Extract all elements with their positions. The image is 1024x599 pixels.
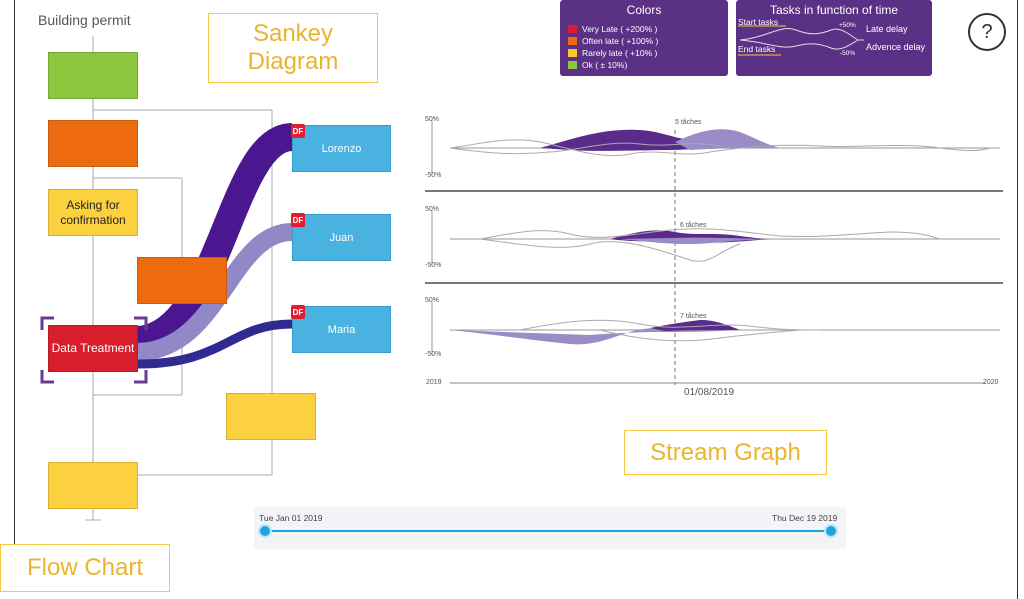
time-range-slider[interactable]: Tue Jan 01 2019 Thu Dec 19 2019 (254, 507, 846, 549)
axis-start-label: 2019 (426, 379, 442, 386)
right-frame-line (1017, 0, 1018, 599)
time-legend: Tasks in function of time Start tasks En… (736, 0, 932, 76)
rarely-late-swatch (568, 49, 577, 57)
slider-end-label: Thu Dec 19 2019 (772, 513, 838, 523)
sankey-diagram-callout: Sankey Diagram (208, 13, 378, 83)
stream-panel-2 (431, 210, 1000, 265)
advance-delay-label: Advence delay (866, 42, 926, 52)
selection-brackets (40, 316, 148, 384)
stream-panel-1 (431, 120, 1000, 175)
flow-node-orange-2[interactable] (137, 257, 227, 304)
panel-3-bottom-label: -50% (425, 351, 442, 358)
flow-chart-title: Building permit (38, 12, 131, 28)
legend-item-ok: Ok ( ± 10%) (568, 60, 627, 70)
stream-graph-callout: Stream Graph (624, 430, 827, 475)
left-frame-line (14, 0, 15, 552)
stream-graph (425, 120, 1003, 385)
sankey-flow-lorenzo (135, 123, 295, 354)
slider-track (265, 530, 831, 532)
end-tasks-label: End tasks (738, 44, 776, 54)
sankey-flow-maria (137, 319, 293, 369)
start-tasks-label: Start tasks (738, 17, 779, 27)
stream-area-dark-3 (650, 320, 740, 331)
slider-start-label: Tue Jan 01 2019 (259, 513, 323, 523)
time-legend-diagram (738, 25, 864, 56)
legend-item-often-late: Often late ( +100% ) (568, 36, 658, 46)
stream-area-light-2 (620, 237, 765, 245)
axis-end-label: 2020 (983, 379, 999, 386)
df-badge-lorenzo: DF (291, 124, 305, 138)
colors-legend-title: Colors (626, 3, 662, 17)
panel-1-bottom-label: -50% (425, 172, 442, 179)
minus-fifty-label: -50% (840, 50, 856, 57)
flow-node-data-treatment[interactable]: Data Treatment (48, 325, 138, 372)
panel-1-annotation: 5 tâches (675, 119, 702, 126)
time-legend-title: Tasks in function of time (769, 3, 899, 17)
panel-2-bottom-label: -50% (425, 262, 442, 269)
flow-node-yellow-3[interactable] (48, 462, 138, 509)
often-late-swatch (568, 37, 577, 45)
colors-legend: Colors Very Late ( +200% ) Often late ( … (560, 0, 728, 76)
flow-node-ok[interactable] (48, 52, 138, 99)
slider-start-handle[interactable] (258, 524, 272, 538)
late-delay-label: Late delay (866, 24, 908, 34)
flow-chart-callout: Flow Chart (0, 544, 170, 592)
flow-node-asking-confirmation[interactable]: Asking for confirmation (48, 189, 138, 236)
panel-1-top-label: 50% (425, 116, 440, 123)
sankey-node-lorenzo[interactable]: Lorenzo (292, 125, 391, 172)
panel-2-annotation: 6 tâches (680, 222, 707, 229)
very-late-swatch (568, 25, 577, 33)
df-badge-juan: DF (291, 213, 305, 227)
flow-node-yellow-2[interactable] (226, 393, 316, 440)
sankey-node-juan[interactable]: Juan (292, 214, 391, 261)
flow-node-often-late[interactable] (48, 120, 138, 167)
df-badge-maria: DF (291, 305, 305, 319)
sankey-node-maria[interactable]: Maria (292, 306, 391, 353)
marker-date-label: 01/08/2019 (684, 387, 735, 398)
legend-item-very-late: Very Late ( +200% ) (568, 24, 657, 34)
help-button[interactable]: ? (968, 13, 1006, 51)
ok-swatch (568, 61, 577, 69)
slider-end-handle[interactable] (824, 524, 838, 538)
legend-item-rarely-late: Rarely late ( +10% ) (568, 48, 657, 58)
stream-area-light-1 (675, 129, 780, 150)
panel-3-annotation: 7 tâches (680, 313, 707, 320)
plus-fifty-label: +50% (839, 22, 856, 29)
panel-2-top-label: 50% (425, 206, 440, 213)
panel-3-top-label: 50% (425, 297, 440, 304)
stream-panel-3 (431, 302, 1000, 355)
